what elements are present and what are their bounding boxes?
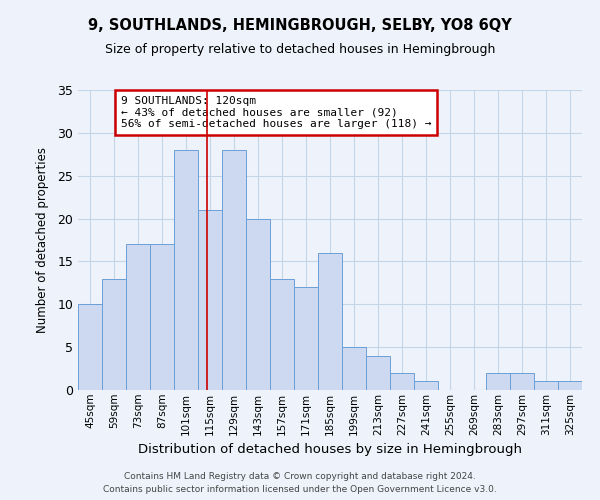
Bar bbox=[222, 150, 246, 390]
Text: Size of property relative to detached houses in Hemingbrough: Size of property relative to detached ho… bbox=[105, 42, 495, 56]
Y-axis label: Number of detached properties: Number of detached properties bbox=[36, 147, 49, 333]
Bar bbox=[78, 304, 102, 390]
Bar bbox=[126, 244, 150, 390]
X-axis label: Distribution of detached houses by size in Hemingbrough: Distribution of detached houses by size … bbox=[138, 443, 522, 456]
Bar bbox=[150, 244, 174, 390]
Bar bbox=[198, 210, 222, 390]
Bar bbox=[510, 373, 534, 390]
Bar bbox=[102, 278, 126, 390]
Bar bbox=[534, 382, 558, 390]
Bar bbox=[366, 356, 390, 390]
Bar bbox=[270, 278, 294, 390]
Bar bbox=[390, 373, 414, 390]
Text: Contains HM Land Registry data © Crown copyright and database right 2024.: Contains HM Land Registry data © Crown c… bbox=[124, 472, 476, 481]
Bar bbox=[294, 287, 318, 390]
Bar bbox=[558, 382, 582, 390]
Bar bbox=[174, 150, 198, 390]
Bar bbox=[342, 347, 366, 390]
Bar bbox=[486, 373, 510, 390]
Text: 9, SOUTHLANDS, HEMINGBROUGH, SELBY, YO8 6QY: 9, SOUTHLANDS, HEMINGBROUGH, SELBY, YO8 … bbox=[88, 18, 512, 32]
Text: Contains public sector information licensed under the Open Government Licence v3: Contains public sector information licen… bbox=[103, 484, 497, 494]
Bar bbox=[414, 382, 438, 390]
Bar bbox=[318, 253, 342, 390]
Text: 9 SOUTHLANDS: 120sqm
← 43% of detached houses are smaller (92)
56% of semi-detac: 9 SOUTHLANDS: 120sqm ← 43% of detached h… bbox=[121, 96, 431, 129]
Bar bbox=[246, 218, 270, 390]
